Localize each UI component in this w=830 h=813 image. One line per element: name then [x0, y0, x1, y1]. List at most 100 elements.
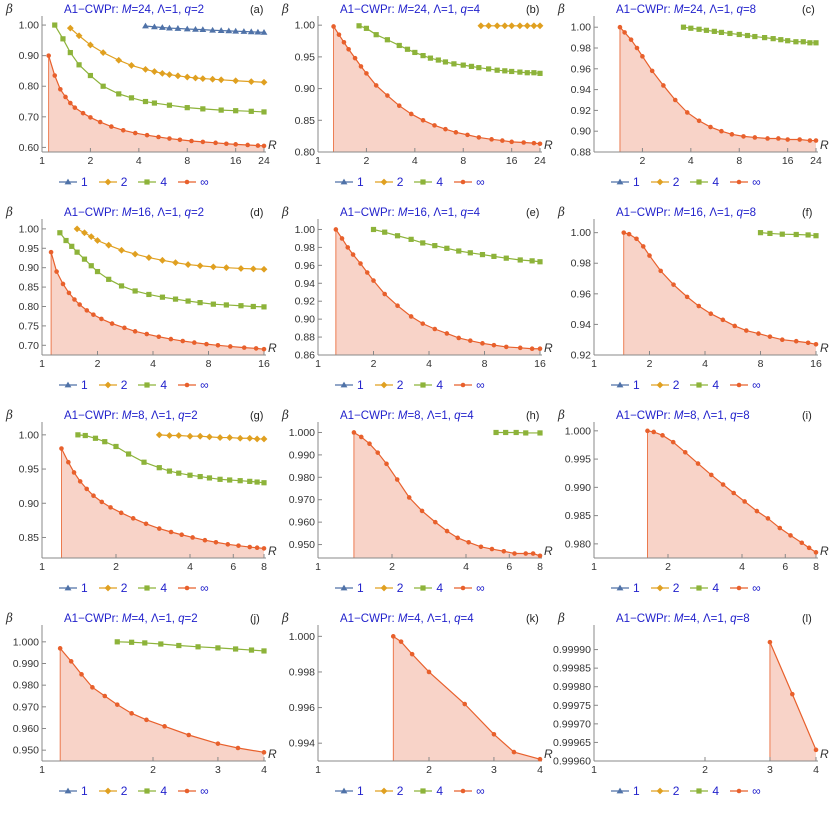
data-point — [162, 724, 167, 729]
data-point — [260, 265, 268, 273]
x-tick-label: 4 — [463, 561, 469, 573]
legend-swatch — [414, 585, 433, 591]
data-point — [517, 257, 523, 263]
y-axis-label: β — [282, 611, 289, 625]
legend-swatch — [335, 178, 353, 185]
data-point — [122, 325, 127, 331]
y-tick-label: 1.00 — [571, 227, 592, 239]
x-tick-label: 4 — [412, 155, 418, 167]
data-point — [426, 669, 432, 675]
data-point — [645, 428, 650, 434]
data-point — [76, 62, 82, 68]
data-point — [120, 127, 126, 133]
data-point — [233, 142, 238, 147]
legend-item: 1 — [610, 378, 640, 392]
data-point — [719, 128, 724, 134]
data-point — [491, 342, 497, 348]
data-point — [688, 25, 694, 31]
series-line-4 — [54, 24, 265, 113]
legend-label: 2 — [672, 784, 680, 798]
area-fill-infinity — [48, 55, 264, 152]
data-point — [396, 42, 402, 49]
legend-label: 4 — [712, 784, 720, 798]
data-point — [468, 63, 475, 69]
data-point — [489, 137, 494, 142]
y-tick-label: 1.00 — [295, 20, 316, 32]
data-point — [617, 24, 623, 30]
data-point — [142, 640, 148, 646]
data-point — [75, 432, 81, 438]
chart-panel-j: β A1−CWPr: M=4, Λ=1, q=2 (j) 0.950 0.960 0.97… — [0, 609, 277, 812]
data-point — [516, 22, 524, 30]
data-point — [537, 70, 543, 76]
chart-panel-e: β A1−CWPr: M=16, Λ=1, q=4 (e) 0.86 0.88 0.90 0… — [276, 203, 553, 406]
data-point — [254, 479, 260, 485]
data-point — [192, 25, 199, 32]
data-point — [684, 294, 690, 300]
data-point — [736, 31, 742, 38]
data-point — [466, 540, 471, 545]
y-tick-label: 0.98 — [295, 242, 316, 254]
x-tick-label: 16 — [506, 155, 518, 167]
data-point — [261, 480, 267, 486]
data-point — [146, 291, 152, 298]
data-point — [442, 59, 449, 65]
data-point — [217, 476, 223, 482]
data-point — [87, 41, 94, 49]
data-point — [72, 297, 77, 302]
legend-swatch — [414, 179, 433, 185]
legend-item: 2 — [374, 175, 403, 189]
data-point — [779, 337, 785, 343]
data-point — [451, 61, 457, 67]
x-tick-label: 2 — [87, 155, 93, 167]
data-point — [394, 233, 401, 239]
panel-letter: (c) — [802, 4, 815, 16]
data-point — [190, 535, 195, 540]
data-point — [537, 259, 543, 265]
data-point — [215, 645, 221, 651]
chart-panel-l: β A1−CWPr: M=4, Λ=1, q=8 (l) 0.99960 0.99965… — [552, 609, 829, 812]
y-tick-label: 0.985 — [565, 510, 591, 522]
data-point — [145, 254, 153, 261]
legend-item: 2 — [650, 378, 679, 392]
data-point — [432, 243, 438, 249]
data-point — [176, 470, 182, 476]
legend-swatch — [98, 584, 117, 592]
chart-title: A1−CWPr: M=8, Λ=1, q=2 — [64, 410, 198, 422]
data-point — [260, 78, 268, 86]
legend-swatch — [650, 178, 669, 186]
legend-label: ∞ — [752, 581, 761, 595]
legend-item: ∞ — [453, 581, 485, 595]
data-point — [640, 244, 646, 249]
data-point — [192, 74, 199, 82]
legend-item: 2 — [374, 784, 403, 798]
data-point — [84, 308, 90, 313]
plot-area: 0.85 0.90 0.95 1.00 1 2 4 6 8R — [19, 422, 277, 573]
legend-swatch — [730, 788, 749, 794]
data-point — [649, 68, 655, 74]
legend-swatch — [611, 381, 629, 388]
legend-label: 4 — [712, 378, 720, 392]
legend-swatch — [138, 179, 157, 185]
series-line-inf — [392, 635, 541, 760]
y-tick-label: 0.60 — [19, 142, 40, 154]
legend-marker — [420, 788, 426, 794]
x-tick-label: 2 — [113, 561, 119, 573]
data-point — [99, 49, 107, 56]
y-tick-label: 0.99975 — [553, 700, 591, 712]
x-axis-label: R — [268, 747, 277, 761]
data-point — [97, 119, 103, 125]
plot-area: 0.86 0.88 0.90 0.92 0.94 0.96 0.98 1.00 1 2 4 8 16 R — [295, 219, 553, 370]
data-point — [261, 143, 267, 149]
x-tick-label: 2 — [363, 155, 369, 167]
legend-marker — [184, 179, 190, 185]
x-tick-label: 8 — [813, 561, 819, 573]
data-point — [408, 111, 414, 117]
y-tick-label: 0.980 — [565, 538, 591, 550]
data-point — [247, 478, 253, 484]
area-fill-infinity — [393, 636, 540, 761]
y-tick-label: 0.990 — [13, 658, 39, 670]
panel-letter: (j) — [250, 613, 260, 625]
data-point — [508, 22, 516, 30]
legend-marker — [460, 382, 466, 388]
